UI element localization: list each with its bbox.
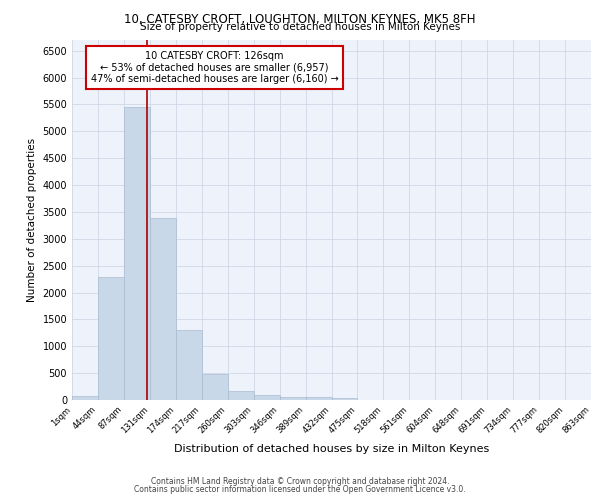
- Bar: [98, 278, 124, 400]
- Bar: [202, 374, 228, 400]
- Bar: [228, 391, 254, 400]
- Bar: [305, 398, 331, 400]
- Bar: [280, 397, 305, 400]
- Bar: [150, 218, 176, 400]
- Bar: [72, 396, 98, 400]
- Y-axis label: Number of detached properties: Number of detached properties: [27, 138, 37, 302]
- Text: 10, CATESBY CROFT, LOUGHTON, MILTON KEYNES, MK5 8FH: 10, CATESBY CROFT, LOUGHTON, MILTON KEYN…: [124, 12, 476, 26]
- Bar: [124, 107, 150, 400]
- Text: Size of property relative to detached houses in Milton Keynes: Size of property relative to detached ho…: [140, 22, 460, 32]
- Bar: [176, 330, 202, 400]
- Text: Contains public sector information licensed under the Open Government Licence v3: Contains public sector information licen…: [134, 485, 466, 494]
- Text: Contains HM Land Registry data © Crown copyright and database right 2024.: Contains HM Land Registry data © Crown c…: [151, 477, 449, 486]
- Bar: [331, 398, 358, 400]
- Bar: [254, 395, 280, 400]
- X-axis label: Distribution of detached houses by size in Milton Keynes: Distribution of detached houses by size …: [174, 444, 489, 454]
- Text: 10 CATESBY CROFT: 126sqm
← 53% of detached houses are smaller (6,957)
47% of sem: 10 CATESBY CROFT: 126sqm ← 53% of detach…: [91, 51, 338, 84]
